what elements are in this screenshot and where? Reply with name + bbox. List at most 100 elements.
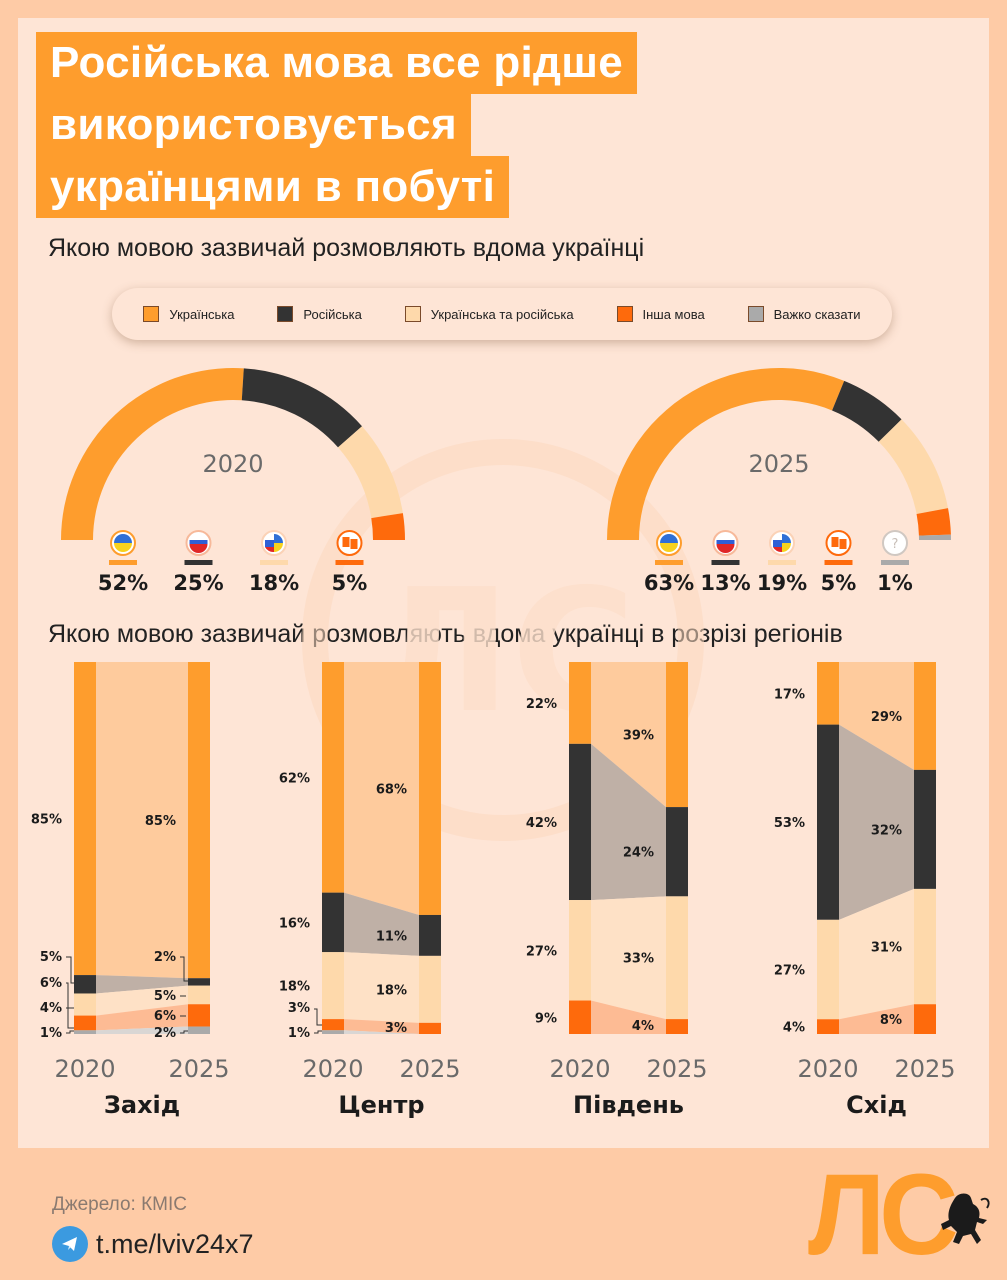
russia-flag-icon xyxy=(712,530,739,556)
segment-label-2025: 24% xyxy=(623,846,654,861)
flow-band-Схід-1 xyxy=(839,724,914,920)
year-label-2020: 2020 xyxy=(302,1055,363,1083)
legend: Українська Російська Українська та росій… xyxy=(112,288,892,340)
legend-label: Українська та російська xyxy=(430,306,574,322)
national-subtitle: Якою мовою зазвичай розмовляють вдома ук… xyxy=(48,234,645,262)
segment-label-2020: 16% xyxy=(279,916,310,931)
segment-label-2025: 68% xyxy=(376,782,407,797)
region-name: Захід xyxy=(104,1091,180,1119)
legend-bar-2025-1 xyxy=(711,560,740,565)
q2 xyxy=(274,543,283,552)
flow-band-Схід-2 xyxy=(839,888,914,1020)
segment-label-2025: 11% xyxy=(376,929,407,944)
q4 xyxy=(773,547,782,553)
flag-blue xyxy=(716,540,735,544)
segment-label-2025: 31% xyxy=(871,941,902,956)
donut-segment-2025-3 xyxy=(916,508,951,536)
q1 xyxy=(274,534,283,543)
bar-segment-2020 xyxy=(322,952,344,1020)
bar-segment-2020 xyxy=(322,662,344,893)
donut-value-label: 5% xyxy=(821,571,857,595)
donut-year-label-2020: 2020 xyxy=(202,450,263,478)
bar-segment-2020 xyxy=(569,900,591,1001)
bar-segment-2020 xyxy=(74,1015,96,1031)
donut-segment-2020-3 xyxy=(371,513,405,540)
segment-label-2020: 3% xyxy=(288,1001,310,1016)
bar-segment-2025 xyxy=(188,662,210,979)
leader-line xyxy=(314,1030,322,1034)
segment-label-2025: 2% xyxy=(154,950,176,965)
donut-segment-2025-0 xyxy=(606,368,845,540)
donut-year-label-2025: 2025 xyxy=(748,450,809,478)
leader-line xyxy=(180,1030,188,1034)
year-label-2025: 2025 xyxy=(168,1055,229,1083)
lion-icon xyxy=(941,1193,990,1244)
bar-segment-2025 xyxy=(914,888,936,1005)
bar-segment-2025 xyxy=(666,662,688,808)
telegram-icon xyxy=(52,1226,88,1262)
legend-label: Важко сказати xyxy=(773,306,861,322)
bar-segment-2020 xyxy=(569,1000,591,1034)
legend-item-hard-to-say: Важко сказати xyxy=(747,306,861,322)
telegram-link-text[interactable]: t.me/lviv24x7 xyxy=(96,1228,254,1259)
brand-logo: ЛС xyxy=(808,1149,959,1280)
donut-segment-2020-1 xyxy=(241,368,363,448)
legend-bar-2025-4 xyxy=(881,560,909,565)
flag-yellow xyxy=(114,543,132,552)
bar-segment-2020 xyxy=(322,1019,344,1031)
legend-item-russian: Російська xyxy=(277,306,362,322)
flow-band-Захід-4 xyxy=(96,1026,188,1034)
bar-segment-2025 xyxy=(419,662,441,915)
year-label-2020: 2020 xyxy=(54,1055,115,1083)
segment-label-2025: 85% xyxy=(145,814,176,829)
bar-segment-2020 xyxy=(817,662,839,725)
translate-icon xyxy=(825,530,852,556)
flow-band-Південь-1 xyxy=(591,743,666,901)
bar-segment-2025 xyxy=(188,1004,210,1027)
bar-segment-2025 xyxy=(666,807,688,897)
segment-label-2025: 39% xyxy=(623,729,654,744)
q4 xyxy=(265,547,274,553)
q2 xyxy=(782,543,791,552)
ukraine-flag-icon xyxy=(110,530,136,556)
bar-segment-2025 xyxy=(914,1004,936,1034)
doc-b xyxy=(350,539,358,549)
telegram-link[interactable]: t.me/lviv24x7 xyxy=(52,1226,254,1262)
donut-segment-2020-2 xyxy=(338,426,403,519)
title-line-1: Російська мова все рідше xyxy=(36,32,638,94)
doc-b xyxy=(839,539,847,549)
bar-segment-2020 xyxy=(74,993,96,1016)
segment-label-2020: 22% xyxy=(526,697,557,712)
segment-label-2025: 8% xyxy=(880,1013,902,1028)
flow-band-Схід-0 xyxy=(839,662,914,770)
legend-bar-2025-2 xyxy=(768,560,796,565)
bar-segment-2020 xyxy=(817,1019,839,1034)
bar-segment-2020 xyxy=(322,1030,344,1034)
segment-label-2025: 4% xyxy=(632,1019,654,1034)
flow-band-Центр-2 xyxy=(344,952,419,1023)
doc-a xyxy=(342,537,350,547)
segment-label-2020: 5% xyxy=(40,950,62,965)
legend-bar-2025-3 xyxy=(824,560,853,565)
segment-label-2020: 27% xyxy=(774,964,805,979)
flow-band-Схід-3 xyxy=(839,1004,914,1034)
legend-swatch xyxy=(616,306,633,322)
q1 xyxy=(782,534,791,543)
flag-blue xyxy=(114,534,132,543)
year-label-2020: 2020 xyxy=(549,1055,610,1083)
source-text: Джерело: КМІС xyxy=(52,1194,187,1215)
flow-band-Захід-3 xyxy=(96,1004,188,1031)
bar-segment-2020 xyxy=(74,1030,96,1034)
bar-segment-2025 xyxy=(188,1026,210,1034)
ukraine-flag-icon xyxy=(656,530,682,556)
flow-band-Центр-1 xyxy=(344,892,419,956)
segment-label-2025: 6% xyxy=(154,1009,176,1024)
bar-segment-2025 xyxy=(419,955,441,1023)
donut-value-label: 18% xyxy=(249,571,299,595)
leader-line xyxy=(66,982,74,1009)
title-line-3: українцями в побуті xyxy=(36,156,510,218)
donut-value-label: 1% xyxy=(877,571,913,595)
bar-segment-2020 xyxy=(817,919,839,1020)
legend-item-ukrainian: Українська xyxy=(143,306,235,322)
